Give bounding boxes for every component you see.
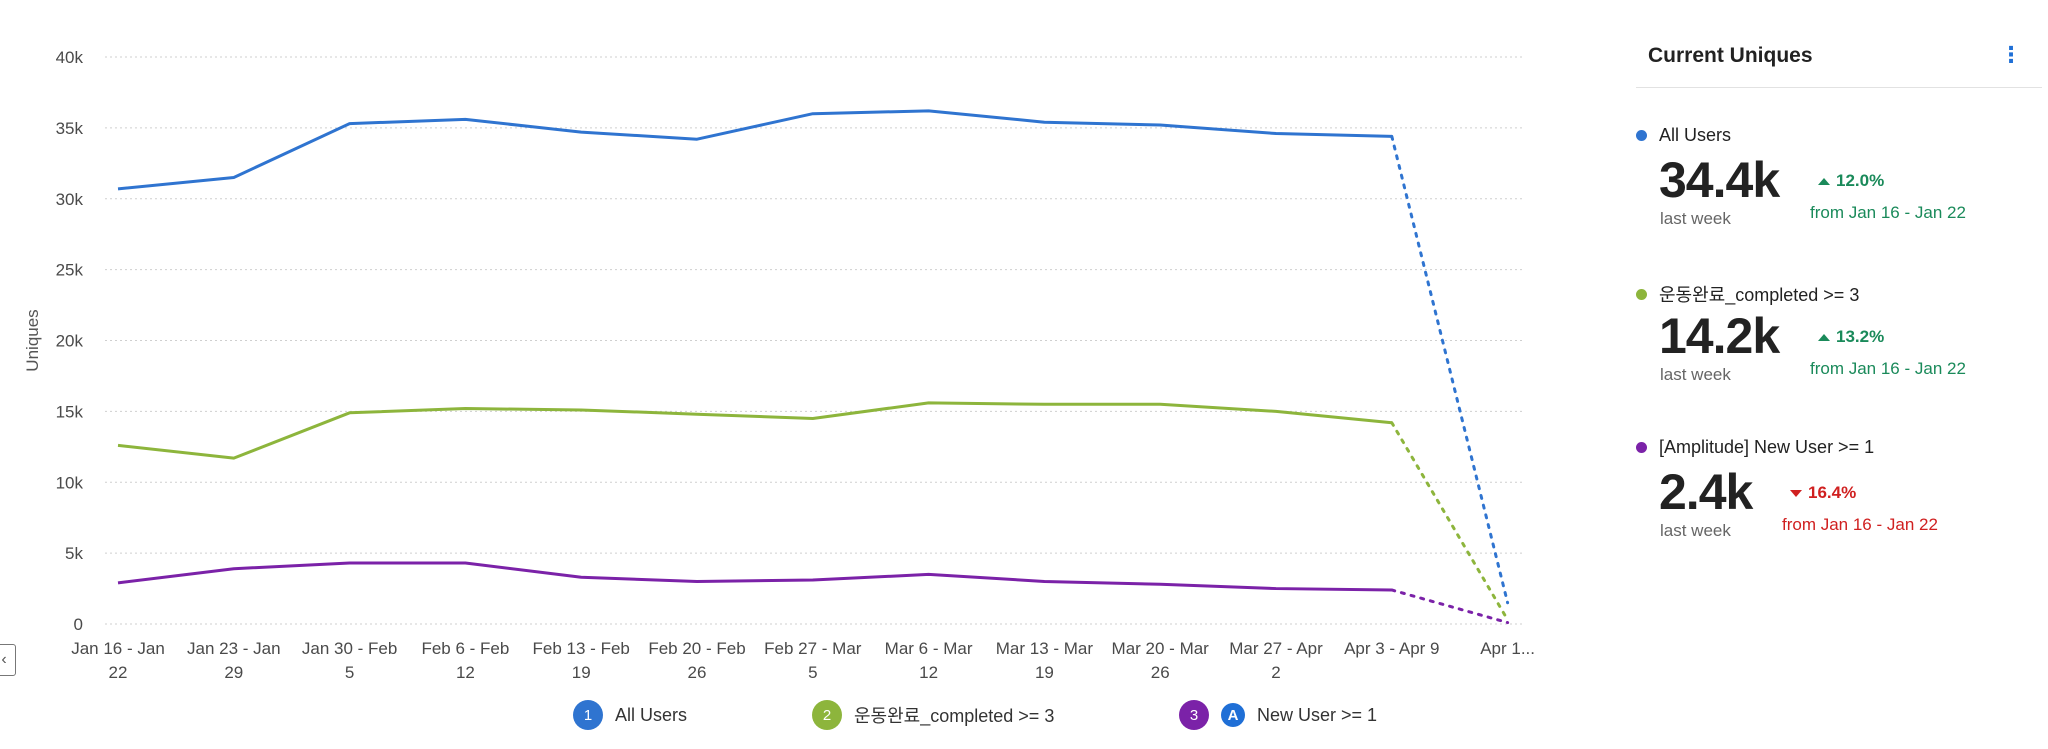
y-tick-label: 20k — [56, 332, 84, 351]
arrow-up-icon — [1818, 333, 1830, 341]
metric-new-user: [Amplitude] New User >= 1 2.4k last week… — [1636, 437, 2042, 587]
metric-value: 14.2k — [1659, 308, 1780, 364]
metric-change-value: 16.4% — [1808, 483, 1857, 502]
y-tick-label: 5k — [65, 544, 83, 563]
legend-badge: 2 — [812, 700, 842, 730]
x-tick-label: Mar 20 - Mar 26 — [1112, 639, 1210, 682]
series-incomplete-line-2[interactable] — [1390, 421, 1510, 622]
x-tick-label: Feb 27 - Mar 5 — [764, 639, 862, 682]
x-tick-label: Jan 16 - Jan 22 — [71, 639, 165, 682]
series-dot-icon — [1636, 130, 1647, 141]
metric-compare: from Jan 16 - Jan 22 — [1810, 203, 1966, 222]
metric-name: [Amplitude] New User >= 1 — [1659, 437, 1875, 457]
y-tick-label: 35k — [56, 119, 84, 138]
x-tick-label: Apr 1... — [1480, 639, 1535, 658]
metric-change-value: 12.0% — [1836, 171, 1885, 190]
legend-label: 운동완료_completed >= 3 — [854, 706, 1055, 726]
series-dot-icon — [1636, 288, 1647, 300]
legend-label: All Users — [615, 704, 688, 725]
series-dot-icon — [1636, 442, 1647, 453]
panel-title: Current Uniques — [1648, 44, 1813, 67]
chart-legend: 1 All Users 2 운동완료_completed >= 3 3 A Ne… — [0, 700, 1560, 734]
metric-name-row: All Users — [1636, 125, 1731, 146]
series-incomplete-line-1[interactable] — [1390, 134, 1510, 605]
series-incomplete-line-3[interactable] — [1390, 588, 1510, 625]
metric-value: 2.4k — [1659, 464, 1753, 520]
metric-name-row: 운동완료_completed >= 3 — [1636, 281, 1859, 307]
chart-svg: 0 5k 10k 15k 20k 25k 30k 35k 40k Uniques Jan 16 - … — [23, 48, 1535, 682]
metric-name: All Users — [1659, 125, 1732, 145]
y-tick-label: 0 — [74, 615, 83, 634]
legend-badge: 3 — [1179, 700, 1209, 730]
metric-change: 12.0% — [1818, 171, 1884, 191]
metric-name-row: [Amplitude] New User >= 1 — [1636, 437, 1874, 458]
metric-all-users: All Users 34.4k last week 12.0% from Jan… — [1636, 125, 2042, 275]
x-tick-label: Feb 20 - Feb 26 — [648, 639, 745, 682]
amplitude-icon: A — [1221, 703, 1245, 727]
metric-period: last week — [1660, 521, 1731, 540]
panel-divider — [1636, 87, 2042, 88]
collapse-chevron-icon[interactable]: ‹ — [0, 644, 16, 676]
series-line-1[interactable] — [117, 109, 1392, 191]
x-tick-label: Jan 30 - Feb 5 — [302, 639, 397, 682]
x-tick-label: Jan 23 - Jan 29 — [187, 639, 281, 682]
x-tick-label: Mar 13 - Mar 19 — [996, 639, 1094, 682]
y-tick-label: 15k — [56, 402, 84, 421]
y-tick-label: 40k — [56, 48, 84, 67]
metric-change: 13.2% — [1818, 327, 1884, 347]
metric-completed: 운동완료_completed >= 3 14.2k last week 13.2… — [1636, 281, 2042, 431]
more-vertical-icon[interactable]: ⋮ — [2000, 42, 2022, 67]
y-tick-label: 10k — [56, 473, 84, 492]
y-tick-label: 30k — [56, 190, 84, 209]
metric-period: last week — [1660, 365, 1731, 384]
x-tick-label: Mar 6 - Mar 12 — [885, 639, 973, 682]
series-line-2[interactable] — [117, 401, 1392, 460]
x-tick-label: Feb 13 - Feb 19 — [533, 639, 630, 682]
x-tick-label: Mar 27 - Apr 2 — [1229, 639, 1323, 682]
metric-change-value: 13.2% — [1836, 327, 1885, 346]
line-chart: 0 5k 10k 15k 20k 25k 30k 35k 40k Uniques Jan 16 - … — [0, 48, 1560, 734]
x-tick-label: Apr 3 - Apr 9 — [1344, 639, 1439, 658]
arrow-down-icon — [1790, 489, 1802, 497]
legend-item-new-user[interactable]: 3 A New User >= 1 — [1179, 700, 1377, 730]
series-line-3[interactable] — [117, 561, 1392, 592]
legend-item-all-users[interactable]: 1 All Users — [573, 700, 687, 730]
legend-item-completed[interactable]: 2 운동완료_completed >= 3 — [812, 700, 1054, 730]
metric-value: 34.4k — [1659, 152, 1780, 208]
metric-compare: from Jan 16 - Jan 22 — [1810, 359, 1966, 378]
y-axis-label: Uniques — [23, 309, 42, 371]
y-tick-label: 25k — [56, 261, 84, 280]
legend-label: New User >= 1 — [1257, 704, 1378, 725]
metric-compare: from Jan 16 - Jan 22 — [1782, 515, 1938, 534]
metric-period: last week — [1660, 209, 1731, 228]
legend-badge: 1 — [573, 700, 603, 730]
current-uniques-panel: Current Uniques ⋮ All Users 34.4k last w… — [1636, 30, 2042, 730]
x-tick-label: Feb 6 - Feb 12 — [421, 639, 509, 682]
metric-change: 16.4% — [1790, 483, 1856, 503]
metric-name: 운동완료_completed >= 3 — [1659, 285, 1860, 305]
arrow-up-icon — [1818, 177, 1830, 185]
